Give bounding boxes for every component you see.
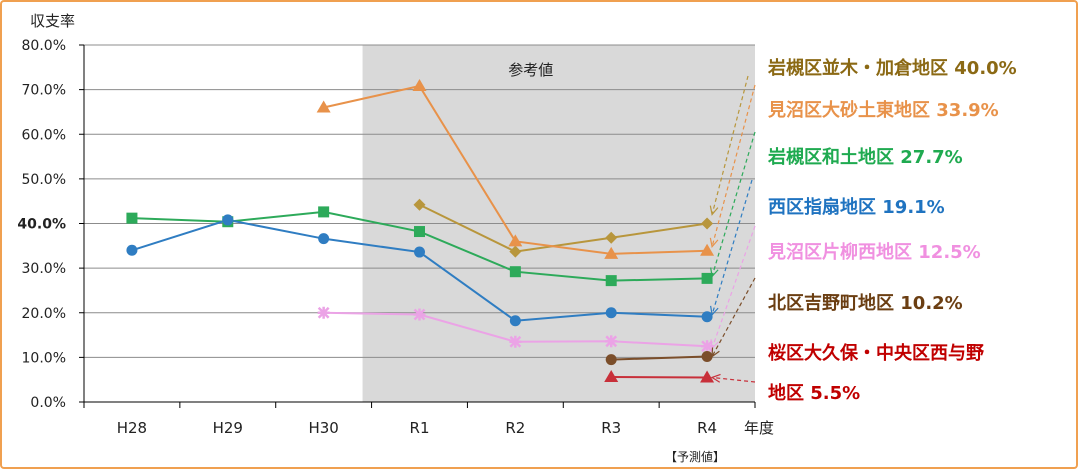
- data-point-marker: [605, 231, 618, 244]
- y-tick-label: 80.0%: [22, 38, 66, 54]
- data-point-marker: [318, 233, 330, 245]
- data-point-marker: [605, 335, 618, 348]
- data-point-marker: [316, 100, 331, 113]
- data-point-marker: [605, 354, 617, 366]
- x-tick-label: H28: [117, 419, 147, 437]
- data-point-marker: [701, 217, 714, 230]
- data-point-marker: [222, 214, 234, 226]
- reference-label: 参考値: [508, 61, 553, 79]
- pointer-line: [711, 179, 753, 315]
- data-point-marker: [414, 226, 425, 238]
- data-point-marker: [604, 370, 619, 383]
- pointer-head: [710, 373, 721, 383]
- data-point-marker: [413, 198, 426, 211]
- pointer-head: [709, 237, 719, 249]
- series-line: [611, 355, 708, 361]
- data-point-marker: [604, 246, 619, 259]
- series-label: 桜区大久保・中央区西与野: [768, 342, 984, 364]
- series-label: 岩槻区和土地区 27.7%: [767, 146, 963, 168]
- series-line: [419, 203, 708, 253]
- pointer-head: [709, 205, 719, 216]
- y-tick-label: 60.0%: [22, 127, 66, 143]
- forecast-note: 【予測値】: [665, 449, 725, 464]
- data-point-marker: [700, 243, 715, 256]
- y-tick-label: 0.0%: [30, 395, 66, 411]
- y-tick-label: 10.0%: [22, 350, 66, 366]
- series-label: 見沼区大砂土東地区 33.9%: [767, 99, 999, 121]
- data-point-marker: [413, 308, 426, 321]
- y-tick-label: 30.0%: [22, 261, 66, 277]
- pointer-head: [711, 347, 720, 358]
- pointer-line: [711, 75, 749, 215]
- data-point-marker: [701, 311, 713, 323]
- data-point-marker: [508, 234, 523, 247]
- data-point-marker: [701, 272, 713, 284]
- data-point-marker: [126, 212, 138, 224]
- x-tick-label: R4: [697, 419, 717, 437]
- data-point-marker: [701, 350, 713, 362]
- x-tick-label: H29: [213, 419, 243, 437]
- series-label: 岩槻区並木・加倉地区 40.0%: [767, 57, 1017, 79]
- y-tick-label: 20.0%: [22, 306, 66, 322]
- y-tick-label: 50.0%: [22, 172, 66, 188]
- data-point-marker: [605, 307, 617, 319]
- data-point-marker: [412, 79, 427, 92]
- data-point-marker: [509, 266, 521, 278]
- x-tick-label: R1: [410, 419, 430, 437]
- series-label: 北区吉野町地区 10.2%: [768, 292, 963, 314]
- data-point-marker: [509, 315, 521, 327]
- series-label: 見沼区片柳西地区 12.5%: [767, 241, 981, 263]
- pointer-line: [712, 376, 756, 383]
- data-point-marker: [318, 206, 330, 218]
- x-tick-label: R3: [601, 419, 621, 437]
- x-axis-title: 年度: [744, 419, 774, 437]
- data-point-marker: [509, 335, 522, 348]
- pointer-line: [711, 277, 756, 357]
- data-point-marker: [126, 244, 138, 256]
- x-tick-label: R2: [505, 419, 525, 437]
- data-point-marker: [509, 245, 522, 258]
- data-point-marker: [700, 370, 715, 383]
- series-label: 西区指扇地区 19.1%: [768, 196, 945, 218]
- y-axis-title: 収支率: [30, 12, 75, 30]
- data-point-marker: [317, 306, 330, 319]
- series-label-line2: 地区 5.5%: [768, 382, 860, 404]
- pointer-head: [710, 305, 719, 317]
- pointer-head: [710, 267, 719, 278]
- x-tick-label: H30: [308, 419, 338, 437]
- y-tick-label: 40.0%: [17, 217, 66, 233]
- y-tick-label: 70.0%: [22, 83, 66, 99]
- data-point-marker: [605, 275, 617, 287]
- data-point-marker: [701, 340, 714, 353]
- pointer-line: [711, 225, 756, 349]
- data-point-marker: [414, 246, 425, 258]
